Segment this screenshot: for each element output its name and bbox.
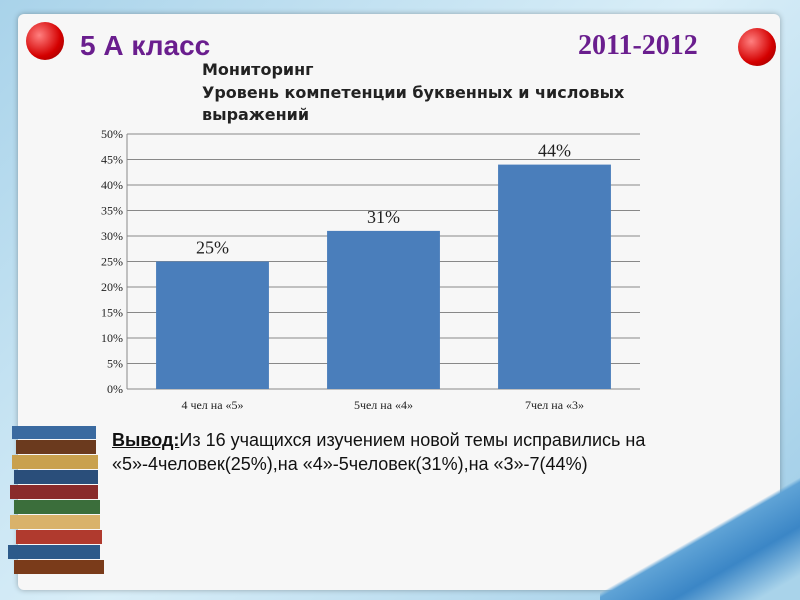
x-tick-label: 4 чел на «5» [181,398,243,412]
y-tick-label: 20% [101,280,123,294]
y-tick-label: 50% [101,127,123,141]
y-tick-label: 10% [101,331,123,345]
class-label: 5 А класс [80,30,211,61]
bar [156,261,269,389]
year: 2011-2012 [578,30,698,61]
x-tick-label: 7чел на «3» [525,398,584,412]
value-label: 25% [196,238,229,258]
pin [738,28,776,66]
bar [327,230,440,389]
conclusion-label: Вывод: [112,430,180,450]
conclusion: Вывод:Из 16 учащихся изучением новой тем… [112,428,732,476]
y-tick-label: 25% [101,255,123,269]
bar [498,164,611,389]
value-label: 44% [538,141,571,161]
pin [26,22,64,60]
y-tick-label: 5% [107,357,123,371]
conclusion-text: Из 16 учащихся изучением новой темы испр… [112,430,646,474]
y-tick-label: 30% [101,229,123,243]
value-label: 31% [367,207,400,227]
page-curl [600,470,800,600]
y-tick-label: 15% [101,306,123,320]
chart-title: Мониторинг [202,60,314,79]
y-tick-label: 35% [101,204,123,218]
x-tick-label: 5чел на «4» [354,398,413,412]
y-tick-label: 45% [101,153,123,167]
chart-subtitle: Уровень компетенции буквенных и числовых… [202,83,625,124]
y-tick-label: 0% [107,382,123,396]
books [8,426,104,574]
y-tick-label: 40% [101,178,123,192]
